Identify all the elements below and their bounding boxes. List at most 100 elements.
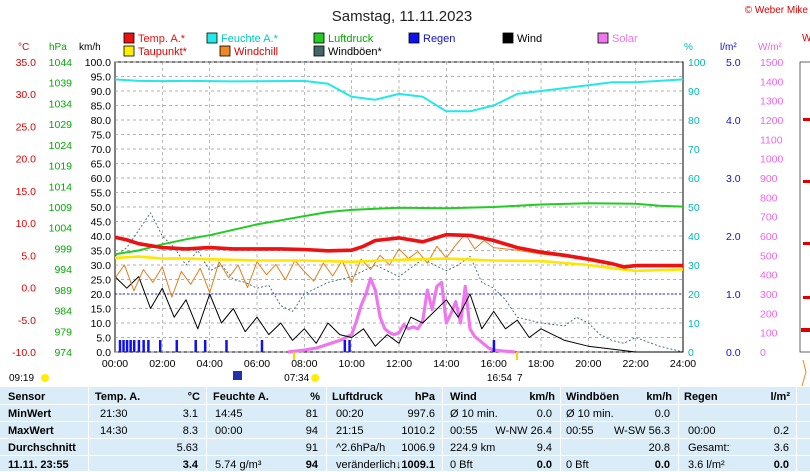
table-col-divider	[678, 387, 679, 471]
table-cell-gust-value: 20.8	[648, 442, 670, 454]
legend-swatch	[502, 32, 514, 44]
edge-chart-mark	[803, 118, 810, 121]
rain-bar	[175, 340, 179, 352]
sun-events: 09:19 07:34 16:54 7	[9, 352, 523, 384]
wind-tick-label: 5.0	[96, 333, 111, 345]
temp-tick-label: 25.0	[16, 121, 37, 133]
x-tick-label: 10:00	[339, 358, 365, 370]
left-time-label: 09:19	[9, 373, 34, 384]
table-cell-hum-value: 94	[305, 459, 318, 471]
press-tick-label: 994	[54, 264, 72, 276]
table-col-divider	[560, 387, 561, 471]
edge-chart-frame	[799, 61, 810, 353]
rain-tick-label: 2.0	[726, 231, 741, 243]
series-line-wind	[114, 276, 683, 353]
table-cell-rain-value: 0.2	[773, 425, 789, 437]
rain-bar	[492, 340, 496, 352]
moon-phase-icon	[233, 371, 242, 380]
temp-tick-label: 0.0	[21, 283, 36, 295]
wind-tick-label: 55.0	[91, 188, 112, 200]
temp-axis-unit: °C	[18, 42, 29, 53]
solar-tick-label: 1200	[760, 115, 784, 127]
press-tick-label: 1034	[49, 98, 73, 110]
wind-tick-label: 50.0	[91, 202, 112, 214]
table-cell-wind-value: 9.4	[536, 442, 552, 454]
table-row-divider	[0, 421, 810, 422]
x-tick-label: 18:00	[528, 358, 554, 370]
legend-swatch	[123, 45, 135, 57]
table-header-wind: Wind	[450, 391, 477, 403]
table-header-sensor: Sensor	[8, 391, 46, 403]
table-cell-rain-value: 0.0	[773, 459, 789, 471]
table-cell-press-value: ↓1009.1	[395, 459, 435, 471]
chart-series	[114, 78, 684, 354]
legend-label: Regen	[423, 33, 455, 45]
table-cell-hum-time: 5.74 g/m³	[215, 459, 262, 471]
table-cell-wind-value: 0.0	[536, 408, 552, 420]
legend-label: Windchill	[234, 46, 278, 58]
hum-tick-label: 50	[688, 202, 700, 214]
table-row-divider	[0, 404, 810, 405]
table-cell-temp-time: 14:30	[100, 425, 128, 437]
rain-bar	[203, 340, 207, 352]
x-tick-label: 16:00	[481, 358, 507, 370]
table-header-wind-unit: km/h	[529, 391, 555, 403]
table-row-divider	[0, 455, 810, 456]
table-cell-temp-value: 8.3	[182, 425, 198, 437]
stats-table: Sensor Temp. A. °C Feuchte A.% Luftdruck hPa W…	[0, 387, 810, 471]
hum-tick-label: 80	[688, 115, 700, 127]
legend-swatch	[313, 32, 325, 44]
table-header-hum-unit: %	[310, 391, 320, 403]
solar-tick-label: 200	[760, 308, 778, 320]
press-tick-label: 989	[54, 285, 72, 297]
solar-tick-label: 1300	[760, 96, 784, 108]
axis-tick-labels: 35.0 30.0 25.0 20.0 15.0 10.0 5.0 0.0 -5.0 -10.0 1…	[12, 57, 783, 370]
table-cell-temp-time: 21:30	[100, 408, 128, 420]
table-cell-hum-time: 14:45	[215, 408, 243, 420]
table-cell-press-time: 21:15	[336, 425, 364, 437]
wind-tick-label: 100.0	[85, 57, 111, 69]
table-cell-hum-value: 81	[305, 408, 318, 420]
solar-tick-label: 700	[760, 212, 778, 224]
series-line-temp-a	[114, 232, 683, 269]
hum-axis-unit: %	[684, 42, 693, 53]
rain-bar	[343, 340, 347, 352]
wind-tick-label: 35.0	[91, 246, 112, 258]
x-tick-label: 06:00	[244, 358, 270, 370]
solar-tick-label: 0	[760, 347, 766, 359]
rain-tick-label: 1.0	[726, 289, 741, 301]
series-line-luftdruck	[114, 202, 684, 256]
press-tick-label: 974	[54, 347, 72, 359]
wind-tick-label: 20.0	[91, 289, 112, 301]
series-line-feuchte-a	[114, 78, 684, 113]
x-tick-label: 14:00	[433, 358, 459, 370]
solar-axis-unit: W/m²	[758, 42, 783, 53]
rain-bar	[132, 340, 136, 352]
table-row-divider	[0, 438, 810, 439]
table-row-label: 11.11. 23:55	[8, 459, 69, 471]
chart-legend: Temp. A.* Feuchte A.* Luftdruck Regen Wind So…	[123, 32, 638, 58]
legend-swatch	[597, 32, 609, 44]
press-tick-label: 984	[54, 306, 72, 318]
wind-tick-label: 45.0	[91, 217, 112, 229]
press-axis-unit: hPa	[49, 42, 67, 53]
hum-tick-label: 60	[688, 173, 700, 185]
x-tick-label: 04:00	[197, 358, 223, 370]
legend-label: Luftdruck	[328, 33, 374, 45]
wind-tick-label: 25.0	[91, 275, 112, 287]
x-tick-label: 08:00	[291, 358, 317, 370]
table-header-temp: Temp. A.	[95, 391, 141, 403]
rain-bar	[129, 340, 132, 352]
temp-tick-label: 30.0	[16, 89, 37, 101]
rain-bar	[260, 340, 264, 352]
table-col-divider	[796, 387, 797, 471]
table-cell-press-time: ^2.6hPa/h	[336, 442, 386, 454]
table-cell-press-value: 1006.9	[401, 442, 435, 454]
edge-chart-mark	[803, 296, 810, 299]
solar-tick-label: 1000	[760, 154, 784, 166]
table-header-gust-unit: km/h	[646, 391, 672, 403]
temp-tick-label: 10.0	[16, 218, 37, 230]
temp-tick-label: -10.0	[12, 347, 36, 359]
table-cell-gust-a: 00:55	[566, 425, 594, 437]
wind-tick-label: 70.0	[91, 144, 112, 156]
